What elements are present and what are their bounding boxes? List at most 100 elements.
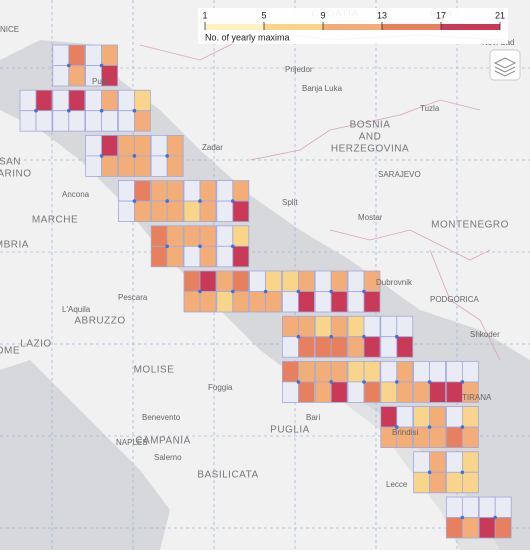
cell-center (427, 470, 432, 475)
cell (52, 65, 70, 87)
cell (297, 360, 315, 383)
cell (363, 336, 381, 358)
cell-center (198, 244, 202, 249)
legend-tick-label: 21 (495, 10, 505, 20)
place-label: AND (359, 132, 382, 143)
cell (19, 110, 37, 132)
cell-center (132, 154, 137, 158)
cell (413, 471, 431, 494)
cell (314, 336, 332, 358)
cell (133, 110, 151, 132)
cell (314, 381, 332, 403)
cell (249, 270, 267, 292)
place-label: Bari (306, 413, 320, 422)
cell (363, 291, 381, 313)
cell (445, 451, 463, 473)
legend-swatch (323, 24, 382, 30)
place-label: Salerno (154, 453, 182, 462)
cell (166, 225, 184, 247)
legend-swatch (205, 24, 264, 30)
cell (199, 180, 217, 202)
cell (429, 406, 447, 428)
place-label: ABRUZZO (74, 316, 125, 327)
place-label: PUGLIA (270, 425, 310, 436)
place-label: MARINO (0, 169, 32, 180)
place-label: Pula (92, 77, 109, 86)
legend-tick-label: 9 (320, 10, 325, 20)
place-label: CAMPANIA (135, 436, 191, 447)
cell (52, 110, 70, 132)
cell (166, 245, 184, 268)
cell (101, 155, 118, 177)
cell-center (493, 515, 498, 520)
cell (150, 245, 168, 268)
cell (461, 381, 479, 403)
cell (461, 517, 479, 539)
cell (216, 270, 234, 292)
place-label: Lecce (386, 480, 408, 489)
cell (330, 315, 348, 338)
cell (216, 200, 234, 223)
place-label: NICE (0, 25, 19, 34)
cell (85, 89, 102, 112)
cell (297, 381, 315, 403)
cell-center (395, 380, 399, 384)
cell (199, 270, 217, 292)
cell (297, 291, 315, 313)
cell (85, 155, 102, 177)
cell-center (231, 289, 235, 294)
cell (85, 110, 102, 132)
cell (232, 200, 250, 223)
cell (183, 291, 201, 313)
cell-center (132, 108, 137, 113)
cell (150, 225, 168, 247)
cell (265, 291, 283, 313)
cell (281, 360, 299, 383)
place-label: Benevento (142, 413, 181, 422)
legend-swatch (264, 24, 323, 30)
cell (166, 134, 184, 157)
cell (445, 406, 463, 428)
cell (166, 200, 184, 223)
cell (166, 155, 184, 177)
cell-center (67, 63, 71, 68)
place-label: HERZEGOVINA (331, 144, 409, 155)
cell (133, 200, 151, 223)
cell-center (99, 108, 104, 113)
cell (199, 200, 217, 223)
cell (68, 65, 86, 87)
cell (396, 315, 414, 338)
cell (52, 89, 70, 112)
cell (118, 89, 135, 112)
cell (363, 360, 381, 383)
cell-center (231, 199, 235, 203)
cell (281, 291, 299, 313)
cell (216, 225, 234, 247)
cell-center (395, 334, 399, 339)
cell (314, 315, 332, 338)
cell (133, 134, 151, 157)
cell (396, 406, 414, 428)
cell (281, 315, 299, 338)
cell-center (427, 425, 432, 429)
place-label: TIRANA (462, 393, 492, 402)
cell (314, 360, 332, 383)
cell-center (67, 108, 71, 113)
cell (101, 89, 118, 112)
place-label: BOSNIA (350, 120, 391, 131)
cell (216, 245, 234, 268)
place-label: NAPLES (116, 438, 148, 447)
cell (199, 225, 217, 247)
cell (85, 44, 102, 66)
place-label: MOLISE (134, 365, 175, 376)
cell (461, 496, 479, 518)
cell (133, 180, 151, 202)
cell (52, 44, 70, 66)
cell (232, 270, 250, 292)
cell (281, 381, 299, 403)
cell (85, 134, 102, 157)
cell (445, 496, 463, 518)
legend-tick-label: 1 (202, 10, 207, 20)
cell-center (165, 154, 169, 158)
